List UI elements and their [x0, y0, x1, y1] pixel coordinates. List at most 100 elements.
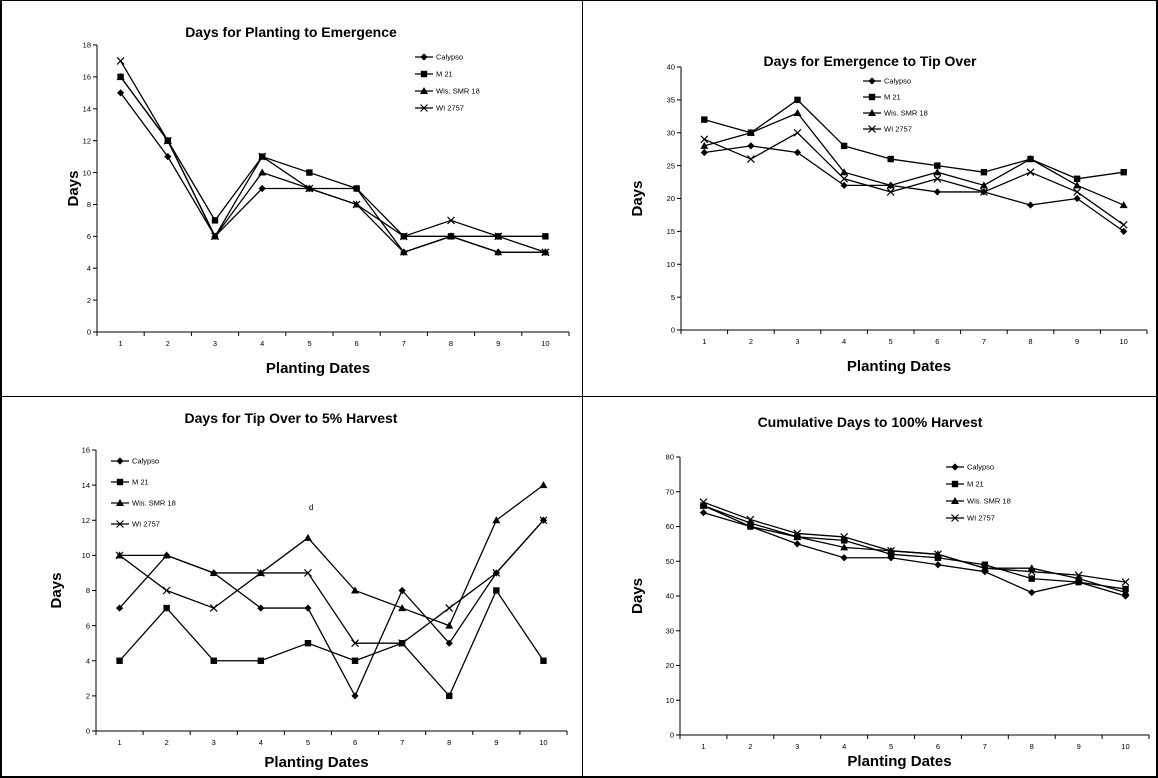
y-tick-label: 8 [87, 200, 91, 209]
legend-entry: Wis. SMR 18 [111, 499, 176, 508]
data-point [351, 586, 360, 594]
y-axis-title: Days [48, 573, 65, 609]
data-point [840, 554, 848, 562]
data-point [746, 515, 755, 524]
chart-title: Cumulative Days to 100% Harvest [758, 414, 983, 430]
data-point [1121, 588, 1130, 596]
legend-label: M 21 [967, 480, 984, 489]
data-point [258, 168, 267, 176]
data-point [211, 232, 219, 241]
data-point [1028, 588, 1036, 597]
chart-emergence-to-tip-over: Days for Emergence to Tip Over0510152025… [629, 53, 1148, 375]
data-point [257, 604, 265, 612]
data-point [979, 181, 988, 189]
series-line [119, 519, 544, 644]
data-point [1073, 188, 1082, 196]
series-wi-2757 [699, 498, 1130, 587]
data-point [840, 537, 848, 544]
data-point [163, 604, 170, 612]
data-point [934, 550, 942, 559]
legend-marker [116, 520, 124, 528]
series-line [704, 99, 1124, 180]
legend-label: Wis. SMR 18 [884, 109, 928, 118]
data-point [794, 96, 801, 104]
data-point [934, 162, 941, 169]
data-point [699, 501, 708, 509]
legend-entry: M 21 [946, 480, 984, 489]
data-point [447, 216, 455, 225]
x-tick-label: 9 [1075, 337, 1079, 346]
legend-entry: WI 2757 [863, 125, 912, 134]
outer-border-right [1156, 0, 1158, 778]
data-point [115, 551, 124, 560]
data-point [746, 155, 755, 163]
legend-label: M 21 [132, 478, 149, 487]
x-tick-label: 3 [213, 339, 217, 348]
y-tick-label: 2 [87, 296, 91, 305]
x-tick-label: 1 [702, 337, 706, 346]
x-tick-label: 7 [402, 339, 406, 348]
data-point [399, 248, 408, 256]
series-line [703, 511, 1126, 597]
y-tick-label: 6 [87, 232, 91, 241]
y-tick-label: 2 [86, 692, 90, 701]
data-point [840, 142, 848, 150]
data-point [980, 169, 988, 176]
series-wis-smr-18 [700, 109, 1128, 209]
legend-label: Wis. SMR 18 [132, 499, 176, 508]
data-point [1027, 567, 1036, 576]
chart-cumulative-days: Cumulative Days to 100% Harvest 0 10 20 30 40… [629, 414, 1150, 770]
data-point [539, 516, 548, 525]
chart-title: Days for Emergence to Tip Over [764, 53, 977, 69]
legend-label: Calypso [436, 53, 463, 62]
x-tick-label: 2 [749, 337, 753, 346]
x-tick-label: 5 [889, 337, 893, 346]
data-point [446, 692, 453, 700]
legend-entry: Calypso [863, 77, 911, 86]
data-point [980, 564, 989, 573]
y-tick-label: 4 [87, 264, 91, 273]
y-tick-label: 60 [666, 522, 674, 531]
data-point [116, 57, 125, 65]
data-point [351, 692, 359, 700]
data-point [306, 169, 313, 176]
x-tick-label: 10 [539, 738, 547, 747]
y-tick-label: 25 [667, 161, 675, 170]
legend-marker [420, 53, 428, 61]
legend-marker [868, 77, 876, 85]
data-point [162, 551, 171, 559]
legend-label: WI 2757 [132, 520, 160, 529]
x-tick-label: 4 [260, 339, 264, 348]
data-point [1073, 175, 1081, 182]
data-point [304, 604, 312, 612]
data-point [445, 621, 454, 629]
legend-marker [951, 463, 959, 471]
data-point [746, 128, 755, 136]
y-tick-label: 4 [86, 656, 90, 665]
legend-entry: WI 2757 [111, 520, 160, 529]
data-point [445, 604, 454, 612]
x-axis-title: Planting Dates [266, 360, 370, 377]
x-axis-title: Planting Dates [847, 753, 951, 770]
legend-marker [116, 499, 124, 506]
series-line [120, 60, 546, 253]
legend-entry: M 21 [415, 70, 453, 79]
data-point [747, 523, 754, 530]
y-tick-label: 40 [666, 592, 674, 601]
x-tick-label: 6 [935, 337, 939, 346]
data-point [1074, 571, 1083, 580]
data-point [793, 540, 801, 548]
panel-divider-horizontal [0, 396, 1158, 397]
x-tick-label: 8 [447, 738, 451, 747]
legend-marker [868, 109, 876, 116]
data-point [351, 639, 359, 648]
legend-label: M 21 [884, 93, 901, 102]
series-line [119, 589, 544, 698]
legend-label: Calypso [884, 77, 911, 86]
chart-panel-3: Days for Tip Over to 5% Harvest 0 2 4 6 8 10 12… [0, 397, 582, 778]
data-point [1026, 155, 1035, 163]
chart-panel-2: Days for Emergence to Tip Over 0 5 10 15 20 25… [583, 0, 1158, 396]
y-tick-label: 0 [670, 731, 674, 740]
data-point [1073, 194, 1081, 203]
